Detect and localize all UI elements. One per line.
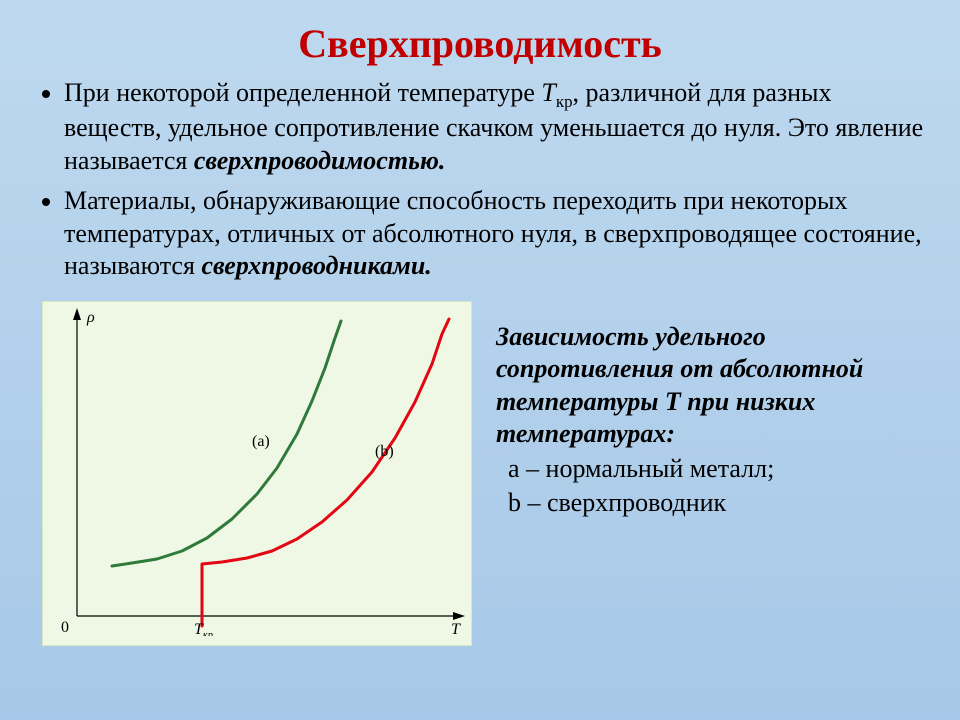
chart-caption: Зависимость удельного сопротивления от а…: [496, 301, 876, 520]
term: сверхпроводимостью.: [194, 146, 446, 175]
bullet-item: При некоторой определенной температуре T…: [64, 77, 924, 177]
page-title: Сверхпроводимость: [36, 20, 924, 67]
bullet-text: При некоторой определенной температуре: [64, 78, 541, 107]
lower-row: 0ρT(a)(b)Tкр Зависимость удельного сопро…: [36, 301, 924, 646]
caption-legend-a: a – нормальный металл;: [496, 453, 876, 486]
var-T-sub: кр: [556, 92, 573, 111]
caption-legend-b: b – сверхпроводник: [496, 487, 876, 520]
var-T: T: [541, 78, 555, 107]
svg-text:ρ: ρ: [86, 309, 95, 326]
chart-container: 0ρT(a)(b)Tкр: [42, 301, 472, 646]
bullet-list: При некоторой определенной температуре T…: [36, 77, 924, 283]
svg-text:(b): (b): [375, 443, 394, 460]
svg-text:0: 0: [61, 619, 69, 636]
caption-lead: Зависимость удельного сопротивления от а…: [496, 322, 863, 449]
resistivity-chart: 0ρT(a)(b)Tкр: [47, 306, 467, 636]
bullet-item: Материалы, обнаруживающие способность пе…: [64, 185, 924, 283]
svg-text:(a): (a): [252, 433, 270, 450]
bullet-text: Материалы, обнаруживающие способность пе…: [64, 186, 922, 280]
svg-text:T: T: [451, 621, 461, 636]
term: сверхпроводниками.: [201, 251, 431, 280]
